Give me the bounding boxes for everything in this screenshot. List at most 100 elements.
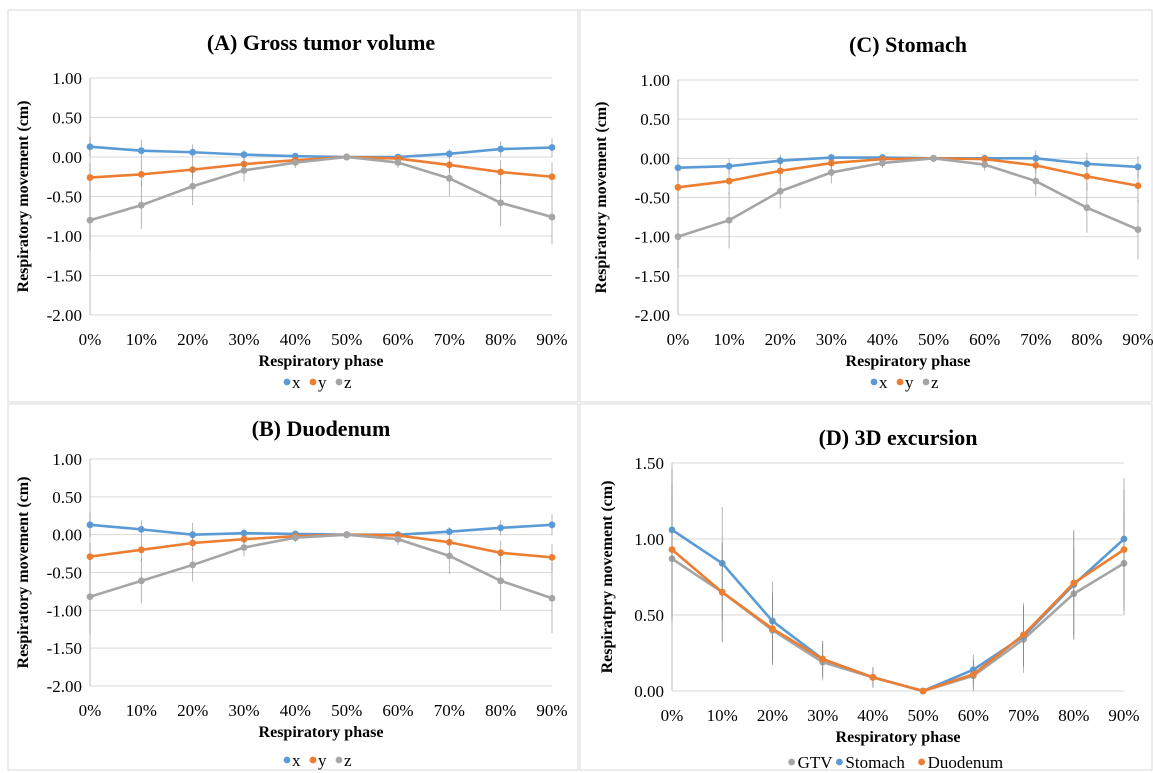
data-point-y [137, 546, 145, 554]
data-point-z [86, 216, 94, 224]
legend-label: z [344, 373, 352, 392]
x-tick-label: 20% [757, 706, 788, 725]
data-point-x [137, 525, 145, 533]
y-tick-label: -0.50 [47, 564, 82, 583]
chart-panel-1: (C) Stomach 1.00 0.50 0.00 -0.50 -1.00 -1.50 -2… [579, 9, 1153, 403]
series-line-x [89, 145, 553, 159]
data-point-z [137, 201, 145, 209]
chart-panel-0: (A) Gross tumor volume 1.00 0.50 0.00 -0.50 -… [7, 9, 579, 403]
x-tick-label: 50% [331, 330, 362, 349]
x-tick-label: 50% [331, 701, 362, 720]
data-point-z [86, 593, 94, 601]
data-point-z [291, 159, 299, 166]
data-point-Duodenum [1120, 546, 1128, 554]
x-axis-title: Respiratory phase [846, 353, 971, 370]
data-point-z [240, 544, 248, 551]
data-point-z [548, 213, 556, 221]
legend-label: z [344, 751, 352, 770]
data-point-z [1032, 177, 1040, 185]
legend-marker [922, 378, 930, 386]
x-tick-label: 30% [228, 701, 259, 720]
x-tick-label: 30% [816, 330, 847, 349]
series-line-y [677, 157, 1139, 189]
data-point-x [497, 524, 505, 532]
y-axis-title: Respiratory movement (cm) [593, 102, 610, 294]
data-point-z [1083, 204, 1091, 212]
data-point-Duodenum [919, 687, 927, 695]
data-point-z [343, 153, 351, 161]
legend-marker [335, 756, 343, 764]
data-point-x [1134, 163, 1142, 171]
x-tick-label: 60% [958, 706, 989, 725]
panel-border [7, 403, 579, 771]
y-tick-label: -1.50 [635, 267, 670, 286]
data-point-z [343, 531, 351, 539]
data-point-x [725, 162, 733, 170]
legend-label: z [931, 373, 939, 392]
series-line-x [89, 523, 553, 536]
x-tick-label: 70% [1020, 330, 1051, 349]
y-tick-label: -2.00 [635, 306, 670, 325]
x-tick-label: 0% [79, 701, 102, 720]
data-point-x [189, 148, 197, 156]
y-tick-label: -1.50 [47, 267, 82, 286]
x-tick-label: 20% [177, 701, 208, 720]
panel-border [579, 9, 1153, 403]
data-point-z [445, 552, 453, 560]
legend-marker [309, 756, 317, 764]
series-line-GTV [671, 557, 1125, 693]
legend-marker [283, 756, 291, 764]
x-tick-label: 60% [382, 701, 413, 720]
data-point-x [674, 164, 682, 172]
data-point-z [827, 169, 835, 176]
data-point-z [930, 154, 937, 162]
x-tick-label: 20% [765, 330, 796, 349]
y-tick-label: 0.50 [640, 110, 670, 129]
data-point-y [725, 177, 733, 185]
x-tick-label: 10% [126, 701, 157, 720]
data-point-y [548, 553, 556, 561]
y-tick-label: 0.00 [640, 149, 670, 168]
series-line-y [89, 533, 553, 559]
y-tick-label: -1.00 [47, 601, 82, 620]
x-tick-label: 90% [536, 330, 567, 349]
x-tick-label: 40% [280, 330, 311, 349]
series-line-z [89, 533, 553, 600]
y-axis-title: Respiratory movement (cm) [15, 477, 32, 669]
legend-label: Duodenum [928, 753, 1004, 772]
series-line-z [89, 155, 553, 222]
chart-title: (A) Gross tumor volume [207, 30, 436, 55]
x-tick-label: 40% [280, 701, 311, 720]
data-point-y [548, 173, 556, 181]
legend-label: y [318, 751, 327, 770]
x-tick-label: 40% [867, 330, 898, 349]
data-point-z [674, 233, 682, 241]
legend-marker [788, 758, 795, 766]
data-point-x [189, 531, 197, 539]
data-point-x [240, 529, 248, 537]
legend-label: Stomach [845, 753, 905, 772]
data-point-z [394, 159, 402, 166]
panel-border [7, 9, 579, 403]
legend-marker [918, 758, 925, 766]
series-line-Duodenum [671, 548, 1125, 693]
y-tick-label: 0.50 [52, 109, 82, 128]
legend: GTV Stomach Duodenum [788, 753, 1003, 772]
data-point-Duodenum [718, 588, 726, 596]
data-point-y [776, 167, 784, 175]
legend-marker [896, 378, 904, 386]
legend-marker [836, 758, 843, 766]
x-tick-label: 90% [1122, 330, 1153, 349]
y-tick-label: 1.00 [52, 450, 82, 469]
data-point-Duodenum [869, 673, 877, 681]
x-tick-label: 70% [1008, 706, 1039, 725]
x-tick-label: 50% [908, 706, 939, 725]
x-axis-title: Respiratory phase [259, 353, 384, 370]
y-tick-label: -1.50 [47, 639, 82, 658]
data-point-x [240, 151, 248, 159]
data-point-Duodenum [969, 670, 977, 678]
x-tick-label: 40% [857, 706, 888, 725]
x-tick-label: 0% [661, 706, 684, 725]
